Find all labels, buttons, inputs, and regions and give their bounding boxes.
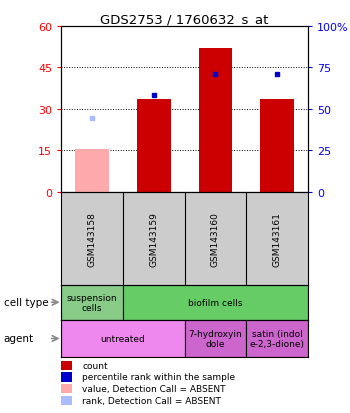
Text: rank, Detection Call = ABSENT: rank, Detection Call = ABSENT [82,396,221,405]
Text: value, Detection Call = ABSENT: value, Detection Call = ABSENT [82,384,226,393]
Text: count: count [82,361,108,370]
Bar [246,320,308,357]
Text: untreated: untreated [100,334,145,343]
Text: satin (indol
e-2,3-dione): satin (indol e-2,3-dione) [250,329,304,348]
Text: cell type: cell type [4,297,48,308]
Text: GSM143160: GSM143160 [211,211,220,266]
Title: GDS2753 / 1760632_s_at: GDS2753 / 1760632_s_at [100,13,269,26]
Text: GSM143159: GSM143159 [149,211,158,266]
Text: GSM143158: GSM143158 [88,211,97,266]
Text: agent: agent [4,334,34,344]
Text: percentile rank within the sample: percentile rank within the sample [82,373,235,382]
Bar [75,150,109,192]
Bar [123,285,308,320]
Bar [198,49,232,192]
Bar [137,100,171,192]
Bar [61,285,123,320]
Text: GSM143161: GSM143161 [273,211,282,266]
Bar [260,100,294,192]
Bar [185,320,246,357]
Bar [61,320,185,357]
Text: biofilm cells: biofilm cells [188,298,243,307]
Text: 7-hydroxyin
dole: 7-hydroxyin dole [189,329,242,348]
Text: suspension
cells: suspension cells [67,293,117,312]
